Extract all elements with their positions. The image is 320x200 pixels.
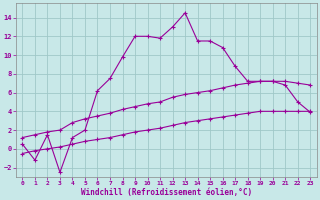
X-axis label: Windchill (Refroidissement éolien,°C): Windchill (Refroidissement éolien,°C)	[81, 188, 252, 197]
